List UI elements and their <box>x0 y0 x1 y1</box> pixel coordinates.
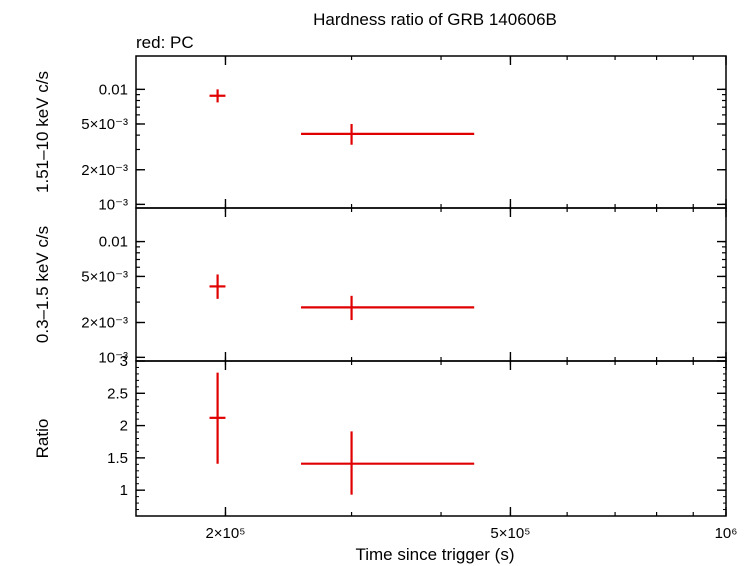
y-axis-label: 1.51–10 keV c/s <box>33 71 52 193</box>
y-tick-label: 2×10⁻³ <box>81 162 128 179</box>
plot-panels: 0.01 5×10⁻³ 2×10⁻³ 10⁻³ 1.51–10 keV c/s 0.01 5… <box>33 55 737 542</box>
data-point <box>301 295 475 321</box>
data-point <box>301 123 475 145</box>
y-axis-label: Ratio <box>33 419 52 459</box>
y-tick-label: 2 <box>120 418 128 435</box>
chart-annotation: red: PC <box>136 33 194 52</box>
data-point <box>301 431 475 495</box>
panel-frame <box>135 55 727 209</box>
data-point <box>209 274 226 299</box>
x-tick-label: 10⁶ <box>715 525 738 542</box>
chart-title: Hardness ratio of GRB 140606B <box>313 10 557 29</box>
panel-hard: 0.01 5×10⁻³ 2×10⁻³ 10⁻³ 1.51–10 keV c/s <box>33 55 727 213</box>
x-tick-label: 5×10⁵ <box>490 525 530 542</box>
y-tick-label: 10⁻³ <box>98 349 128 366</box>
panel-frame <box>135 207 727 362</box>
y-tick-label: 5×10⁻³ <box>81 268 128 285</box>
data-point <box>209 89 226 103</box>
y-tick-label: 1 <box>120 482 128 499</box>
panel-frame <box>135 360 727 517</box>
y-tick-label: 5×10⁻³ <box>81 116 128 133</box>
y-tick-label: 1.5 <box>107 450 128 467</box>
y-tick-label: 3 <box>120 353 128 370</box>
data-point <box>209 372 226 464</box>
x-tick-label: 2×10⁵ <box>205 525 245 542</box>
panel-ratio: 2×10⁵ 5×10⁵ 10⁶ 3 2.5 2 1.5 1 Ratio <box>33 353 737 542</box>
y-tick-label: 2×10⁻³ <box>81 315 128 332</box>
x-axis-label: Time since trigger (s) <box>355 545 514 564</box>
y-tick-label: 0.01 <box>99 81 128 98</box>
panel-soft: 0.01 5×10⁻³ 2×10⁻³ 10⁻³ 0.3–1.5 keV c/s <box>33 207 727 366</box>
y-tick-label: 2.5 <box>107 385 128 402</box>
y-axis-label: 0.3–1.5 keV c/s <box>33 226 52 343</box>
y-tick-label: 0.01 <box>99 234 128 251</box>
y-tick-label: 10⁻³ <box>98 196 128 213</box>
